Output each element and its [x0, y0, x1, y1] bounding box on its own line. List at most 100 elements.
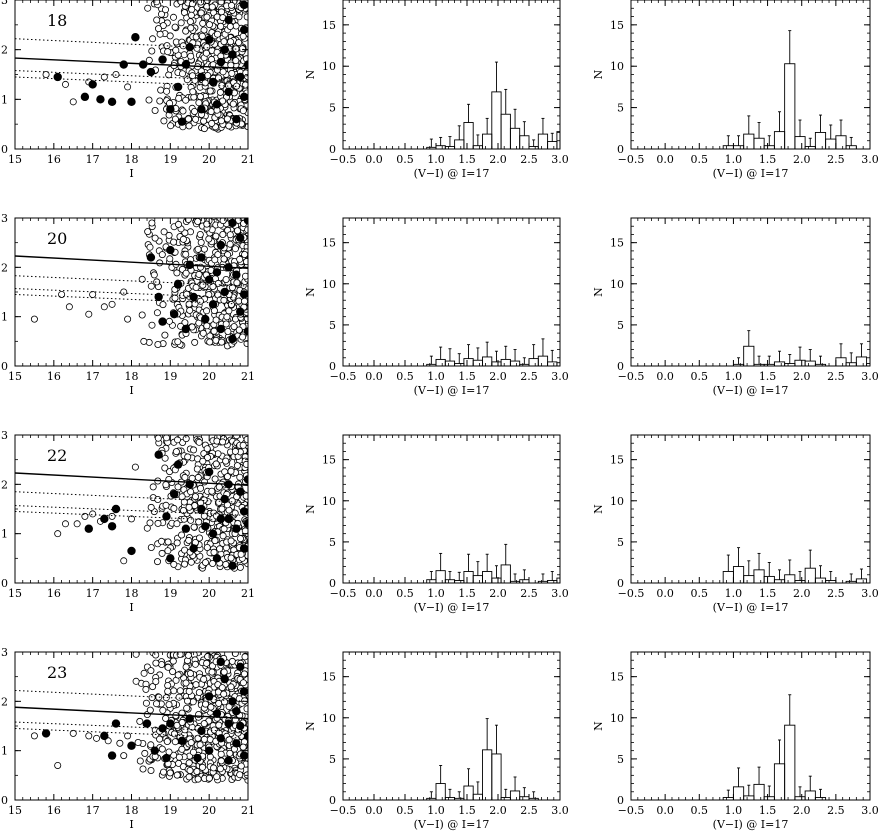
- field-star: [158, 745, 166, 753]
- x-tick-label: 16: [47, 153, 61, 166]
- field-star: [154, 25, 162, 33]
- histogram-bar: [784, 63, 796, 149]
- field-star: [124, 315, 132, 323]
- field-star: [162, 501, 170, 509]
- field-star: [178, 70, 186, 78]
- field-star: [212, 316, 220, 324]
- y-tick-label: 10: [322, 712, 336, 725]
- histogram-bar: [463, 122, 474, 149]
- field-star: [228, 284, 236, 292]
- field-star: [216, 765, 224, 773]
- field-star: [166, 255, 174, 263]
- field-star: [182, 663, 190, 671]
- y-axis-label: N: [304, 721, 317, 731]
- y-tick-label: 15: [610, 671, 624, 684]
- field-star: [200, 245, 208, 253]
- field-star: [173, 539, 181, 547]
- field-star: [184, 115, 192, 123]
- field-star: [164, 682, 172, 690]
- member-star: [119, 60, 128, 69]
- member-star: [220, 674, 229, 684]
- x-tick-label: −0.5: [330, 153, 357, 166]
- member-star: [127, 97, 136, 107]
- field-star: [226, 231, 234, 239]
- panel-frame: [342, 651, 561, 801]
- field-star: [243, 13, 248, 21]
- fit-line: [15, 472, 248, 487]
- x-tick-label: 0.5: [691, 370, 709, 383]
- field-star: [180, 498, 188, 506]
- field-star: [238, 45, 246, 53]
- field-star: [220, 668, 228, 676]
- field-star: [232, 22, 240, 30]
- field-star: [194, 218, 202, 225]
- x-tick-label: 15: [8, 153, 22, 166]
- member-star: [216, 57, 226, 67]
- member-star: [243, 327, 248, 336]
- field-star: [228, 1, 236, 9]
- histogram-bar: [547, 141, 558, 149]
- y-tick-label: 10: [610, 60, 624, 73]
- field-star: [211, 475, 219, 483]
- field-star: [199, 19, 207, 27]
- panel-label: 18: [47, 11, 67, 30]
- field-star: [100, 73, 108, 81]
- panel-label: 20: [47, 229, 67, 248]
- field-star: [209, 560, 217, 568]
- histogram-bar: [463, 785, 474, 800]
- x-tick-label: 0.0: [656, 804, 674, 817]
- member-star: [239, 507, 248, 516]
- x-axis-label: (V−I) @ I=17: [713, 818, 789, 831]
- field-star: [179, 506, 187, 514]
- field-star: [167, 122, 175, 130]
- field-star: [208, 119, 216, 127]
- field-star: [210, 327, 218, 335]
- x-tick-label: 2.0: [793, 587, 811, 600]
- field-star: [239, 743, 247, 751]
- field-star: [236, 535, 244, 543]
- field-star: [235, 39, 243, 47]
- field-star: [139, 765, 147, 773]
- member-star: [107, 751, 117, 760]
- x-tick-label: 3.0: [551, 370, 569, 383]
- field-star: [175, 94, 183, 102]
- offset-line: [15, 491, 248, 504]
- field-star: [222, 457, 230, 465]
- field-star: [240, 297, 248, 305]
- y-tick-label: 3: [1, 212, 8, 225]
- x-tick-label: 1.5: [759, 587, 777, 600]
- field-star: [164, 663, 172, 671]
- field-star: [198, 763, 206, 771]
- offset-line: [15, 275, 248, 287]
- field-star: [242, 460, 248, 468]
- field-star: [200, 117, 208, 125]
- field-star: [203, 445, 211, 453]
- field-star: [239, 333, 247, 341]
- y-tick-label: 5: [617, 536, 624, 549]
- field-star: [177, 0, 185, 5]
- member-star: [208, 300, 218, 309]
- x-tick-label: 3.0: [861, 153, 879, 166]
- y-tick-label: 0: [1, 794, 8, 807]
- x-tick-label: 2.5: [520, 804, 538, 817]
- field-star: [138, 275, 146, 283]
- field-star: [146, 243, 154, 251]
- member-star: [154, 292, 163, 302]
- x-tick-label: 0.0: [656, 153, 674, 166]
- field-star: [226, 22, 234, 30]
- x-tick-label: 3.0: [861, 587, 879, 600]
- field-star: [131, 463, 139, 471]
- histogram-bar: [528, 358, 539, 366]
- histogram-bar: [509, 127, 521, 149]
- member-star: [232, 739, 241, 748]
- field-star: [223, 313, 231, 321]
- member-star: [154, 450, 163, 459]
- field-star: [134, 739, 142, 747]
- field-star: [224, 327, 232, 335]
- field-star: [173, 520, 181, 528]
- field-star: [145, 96, 153, 104]
- field-star: [199, 281, 207, 289]
- field-star: [188, 72, 196, 80]
- y-tick-label: 15: [322, 671, 336, 684]
- field-star: [162, 714, 170, 722]
